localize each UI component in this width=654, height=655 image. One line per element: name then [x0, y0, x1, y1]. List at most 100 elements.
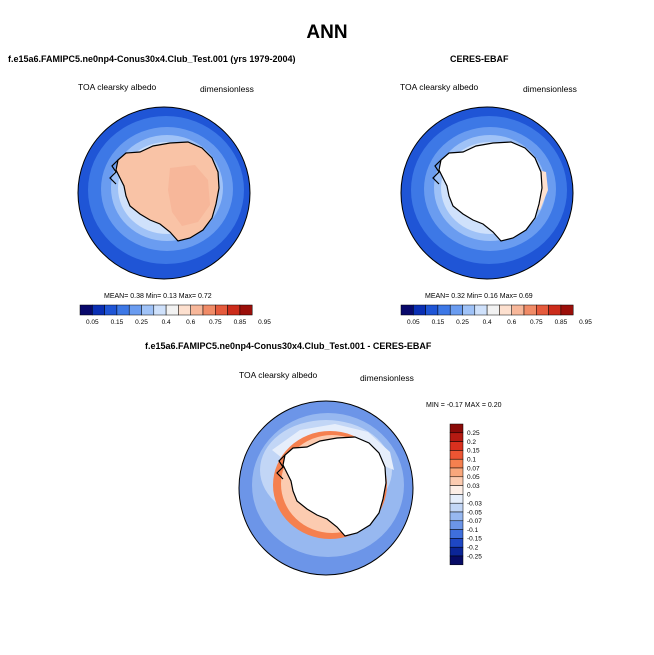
obs-polar-map	[401, 107, 573, 279]
colorbar-box	[449, 538, 464, 548]
colorbar-box	[227, 304, 241, 316]
colorbar-box	[178, 304, 191, 316]
colorbar-box	[511, 304, 525, 316]
colorbar-box	[425, 304, 439, 316]
obs-variable-label: TOA clearsky albedo	[400, 82, 479, 92]
colorbar-box	[449, 546, 464, 557]
colorbar-box	[165, 304, 179, 316]
colorbar-box	[141, 304, 155, 316]
diff-max-label: MAX =	[464, 402, 486, 409]
colorbar-tick-label: 0.2	[467, 439, 476, 446]
colorbar-box	[449, 450, 464, 460]
colorbar-tick-label: 0.15	[467, 448, 480, 455]
colorbar-tick-label: 0.25	[456, 319, 469, 326]
model-variable-label: TOA clearsky albedo	[78, 82, 157, 92]
colorbar-box	[202, 304, 216, 316]
mean-value: 0.38	[130, 293, 144, 300]
diff-units-label: dimensionless	[360, 373, 414, 383]
colorbar-box	[449, 458, 464, 469]
colorbar-box	[449, 494, 464, 504]
max-label: Max=	[178, 293, 197, 300]
colorbar-tick-label: 0.4	[483, 319, 492, 326]
colorbar-box	[449, 304, 463, 316]
max-label: Max=	[499, 293, 518, 300]
colorbar-tick-label: 0.25	[467, 430, 480, 437]
obs-colorbar: 0.05 0.15 0.25 0.4 0.6 0.75 0.85 0.95	[400, 304, 592, 326]
obs-panel-title: CERES-EBAF	[450, 54, 509, 64]
model-panel-title: f.e15a6.FAMIPC5.ne0np4-Conus30x4.Club_Te…	[8, 54, 296, 64]
colorbar-tick-label: 0.15	[432, 319, 445, 326]
colorbar-box	[449, 555, 464, 566]
diff-variable-label: TOA clearsky albedo	[239, 370, 318, 380]
diff-ice-edge-zone	[272, 424, 394, 470]
colorbar-tick-label: 0.15	[111, 319, 124, 326]
obs-stats-line: MEAN= 0.32 Min= 0.16 Max= 0.69	[425, 293, 533, 300]
diff-polar-map	[239, 401, 413, 575]
colorbar-tick-label: 0.05	[407, 319, 420, 326]
colorbar-box	[449, 432, 464, 442]
model-stats-line: MEAN= 0.38 Min= 0.13 Max= 0.72	[104, 293, 212, 300]
main-title: ANN	[306, 22, 348, 43]
colorbar-tick-label: 0.85	[555, 319, 568, 326]
colorbar-box	[474, 304, 488, 316]
colorbar-box	[449, 476, 464, 486]
colorbar-tick-label: 0.6	[186, 319, 195, 326]
colorbar-tick-label: -0.25	[467, 553, 482, 560]
colorbar-box	[116, 304, 130, 316]
antarctica-land-diff	[282, 436, 387, 537]
colorbar-box	[548, 304, 562, 316]
colorbar-tick-label: 0	[467, 492, 471, 499]
colorbar-box	[190, 304, 204, 316]
colorbar-box	[215, 304, 228, 316]
colorbar-box	[449, 441, 464, 451]
colorbar-box	[79, 304, 93, 316]
colorbar-tick-label: 0.75	[530, 319, 543, 326]
colorbar-box	[449, 502, 464, 513]
peninsula-coast	[109, 159, 119, 185]
colorbar-box	[437, 304, 451, 316]
colorbar-tick-label: 0.6	[507, 319, 516, 326]
colorbar-box	[449, 423, 464, 434]
colorbar-box	[462, 304, 476, 316]
colorbar-box	[536, 304, 549, 316]
peninsula-coast	[432, 159, 442, 185]
colorbar-tick-label: 0.95	[579, 319, 592, 326]
max-value: 0.72	[198, 293, 212, 300]
antarctica-land-obs	[438, 141, 543, 242]
colorbar-tick-label: 0.4	[162, 319, 171, 326]
diff-map-border	[238, 400, 414, 576]
colorbar-box	[449, 511, 464, 522]
colorbar-tick-label: 0.95	[258, 319, 271, 326]
colorbar-tick-label: 0.1	[467, 457, 476, 464]
colorbar-box	[523, 304, 537, 316]
colorbar-box	[413, 304, 426, 316]
colorbar-box	[486, 304, 500, 316]
colorbar-tick-label: 0.07	[467, 465, 480, 472]
obs-map-border	[400, 106, 574, 280]
colorbar-tick-label: 0.05	[86, 319, 99, 326]
colorbar-tick-label: -0.2	[467, 545, 479, 552]
colorbar-tick-label: 0.25	[135, 319, 148, 326]
colorbar-tick-label: 0.85	[234, 319, 247, 326]
model-colorbar: 0.05 0.15 0.25 0.4 0.6 0.75 0.85 0.95	[79, 304, 271, 326]
obs-units-label: dimensionless	[523, 84, 577, 94]
colorbar-box	[104, 304, 118, 316]
min-value: 0.16	[484, 293, 498, 300]
model-map-border	[77, 106, 251, 280]
mean-value: 0.32	[451, 293, 465, 300]
colorbar-box	[92, 304, 105, 316]
colorbar-box	[449, 485, 464, 495]
min-label: Min=	[145, 293, 162, 300]
colorbar-box	[153, 304, 167, 316]
mean-label: MEAN=	[104, 293, 129, 300]
colorbar-tick-label: 0.75	[209, 319, 222, 326]
diff-stats-line: MIN = -0.17 MAX = 0.20	[426, 402, 502, 409]
interior-high-albedo	[168, 165, 210, 226]
colorbar-box	[499, 304, 512, 316]
model-units-label: dimensionless	[200, 84, 254, 94]
colorbar-box	[560, 304, 574, 316]
diff-panel-title: f.e15a6.FAMIPC5.ne0np4-Conus30x4.Club_Te…	[145, 341, 432, 351]
colorbar-tick-label: -0.03	[467, 501, 482, 508]
colorbar-tick-label: -0.1	[467, 527, 479, 534]
